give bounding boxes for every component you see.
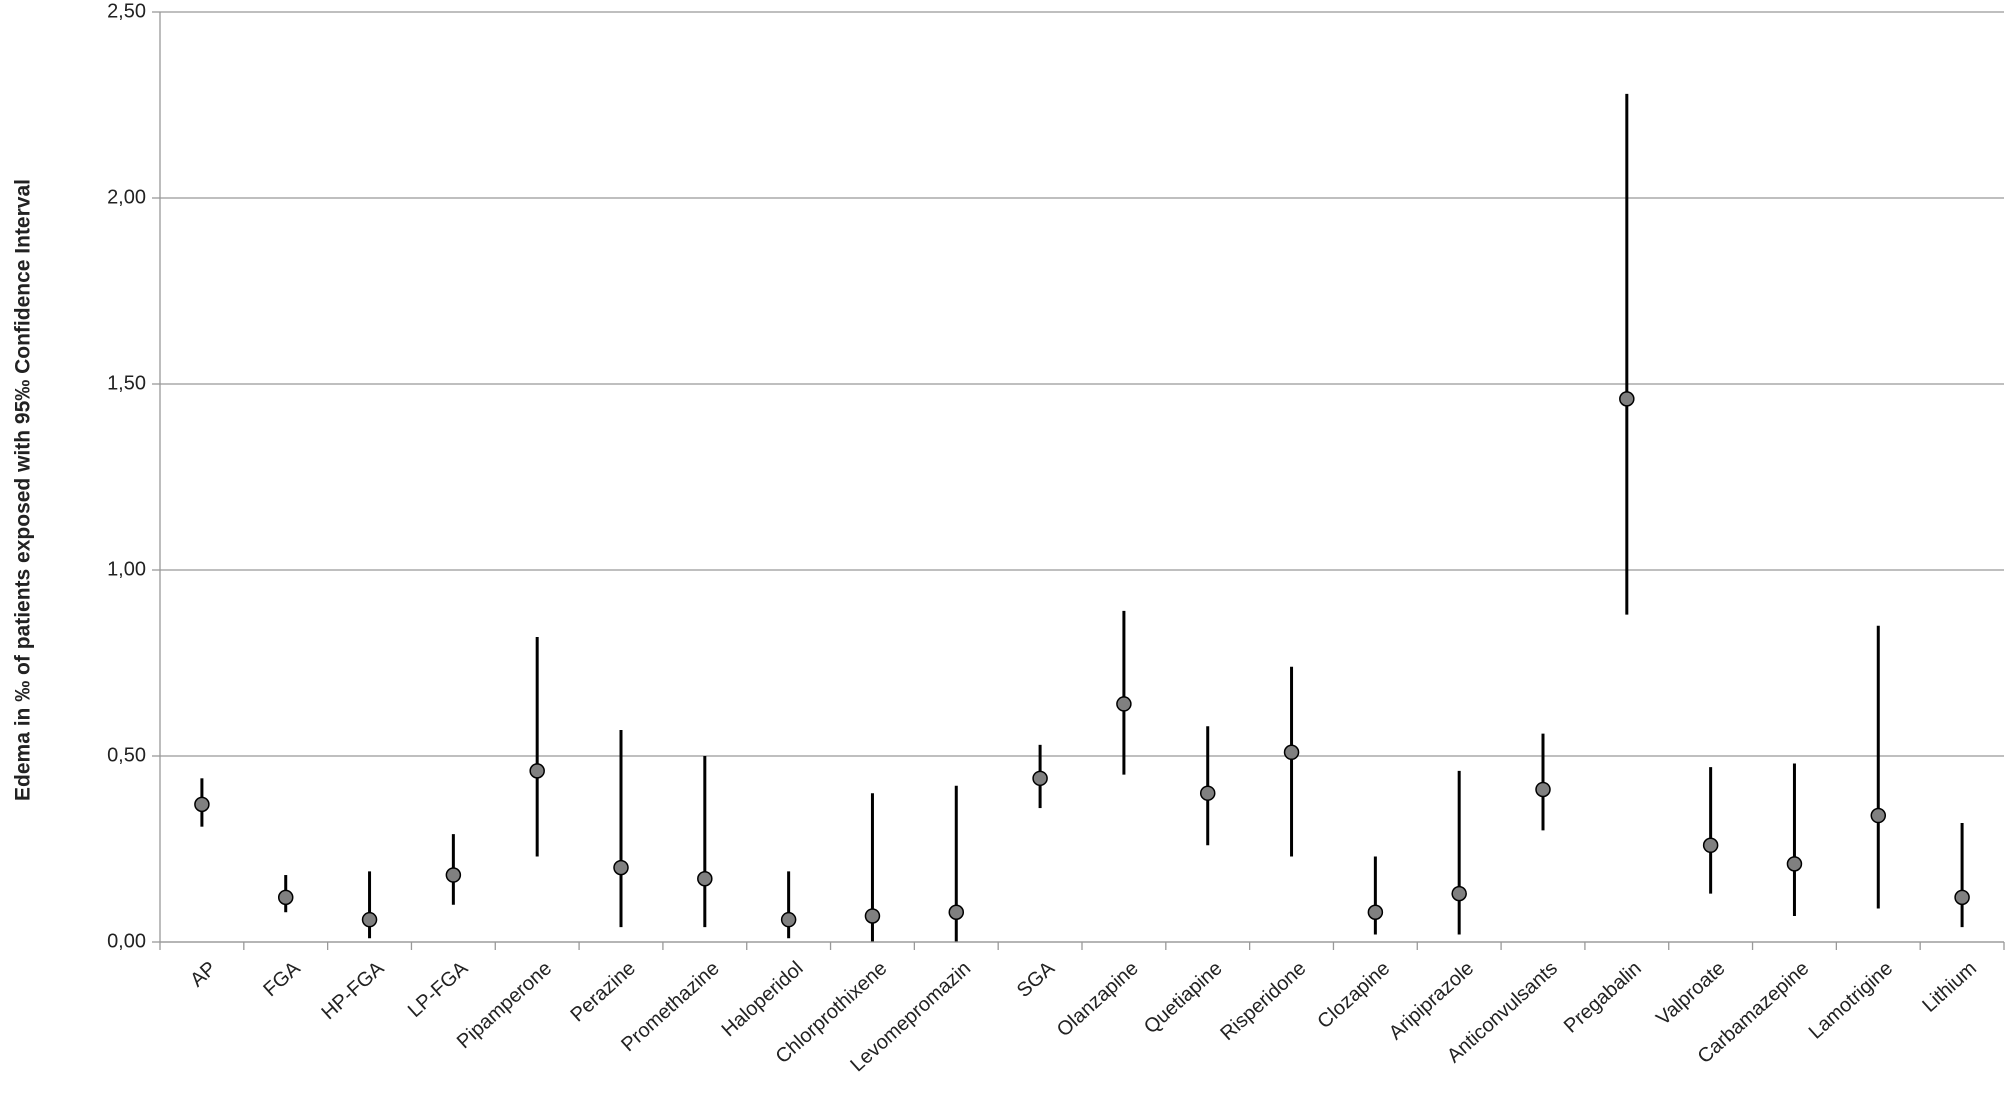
- x-tick-label: SGA: [1013, 957, 1060, 1002]
- point: [1032, 770, 1048, 787]
- point: [697, 871, 713, 887]
- point: [1870, 807, 1887, 824]
- x-tick-label: Clozapine: [1313, 957, 1394, 1033]
- x-tick-label: FGA: [259, 957, 305, 1001]
- point: [780, 911, 797, 928]
- point: [1535, 781, 1551, 798]
- x-tick-label: Olanzapine: [1053, 957, 1143, 1041]
- point: [1619, 391, 1635, 407]
- x-tick-label: Lithium: [1918, 957, 1981, 1016]
- x-tick-label: Haloperidol: [718, 957, 808, 1041]
- y-tick-label: 1,50: [107, 372, 146, 394]
- x-tick-label: Lamotrigine: [1805, 957, 1897, 1043]
- x-tick-label: Pregabalin: [1560, 957, 1646, 1037]
- point: [1283, 744, 1300, 761]
- point: [613, 859, 629, 876]
- y-tick-label: 1,00: [107, 558, 146, 580]
- y-tick-label: 2,00: [107, 186, 146, 208]
- y-tick-label: 2,50: [107, 0, 146, 22]
- point: [1451, 885, 1467, 902]
- point: [1954, 889, 1970, 906]
- x-tick-label: Risperidone: [1216, 957, 1310, 1045]
- point: [361, 911, 378, 928]
- point: [194, 796, 210, 813]
- point: [529, 763, 545, 779]
- point: [864, 908, 881, 924]
- point: [1116, 696, 1132, 712]
- point: [1702, 837, 1719, 854]
- x-tick-label: Quetiapine: [1140, 957, 1227, 1038]
- y-tick-label: 0,50: [107, 744, 146, 766]
- x-tick-label: AP: [186, 957, 221, 991]
- y-axis-label: Edema in ‰ of patients exposed with 95‰ …: [12, 179, 35, 801]
- point: [1367, 904, 1384, 920]
- x-tick-label: Valproate: [1652, 957, 1729, 1030]
- point: [1199, 785, 1216, 801]
- y-tick-label: 0,00: [107, 930, 146, 952]
- point: [277, 889, 294, 906]
- point: [1786, 856, 1803, 872]
- x-tick-label: Perazine: [566, 957, 639, 1026]
- point: [948, 904, 965, 920]
- x-tick-label: LP-FGA: [404, 957, 473, 1022]
- x-tick-label: HP-FGA: [318, 957, 389, 1024]
- point: [445, 867, 462, 883]
